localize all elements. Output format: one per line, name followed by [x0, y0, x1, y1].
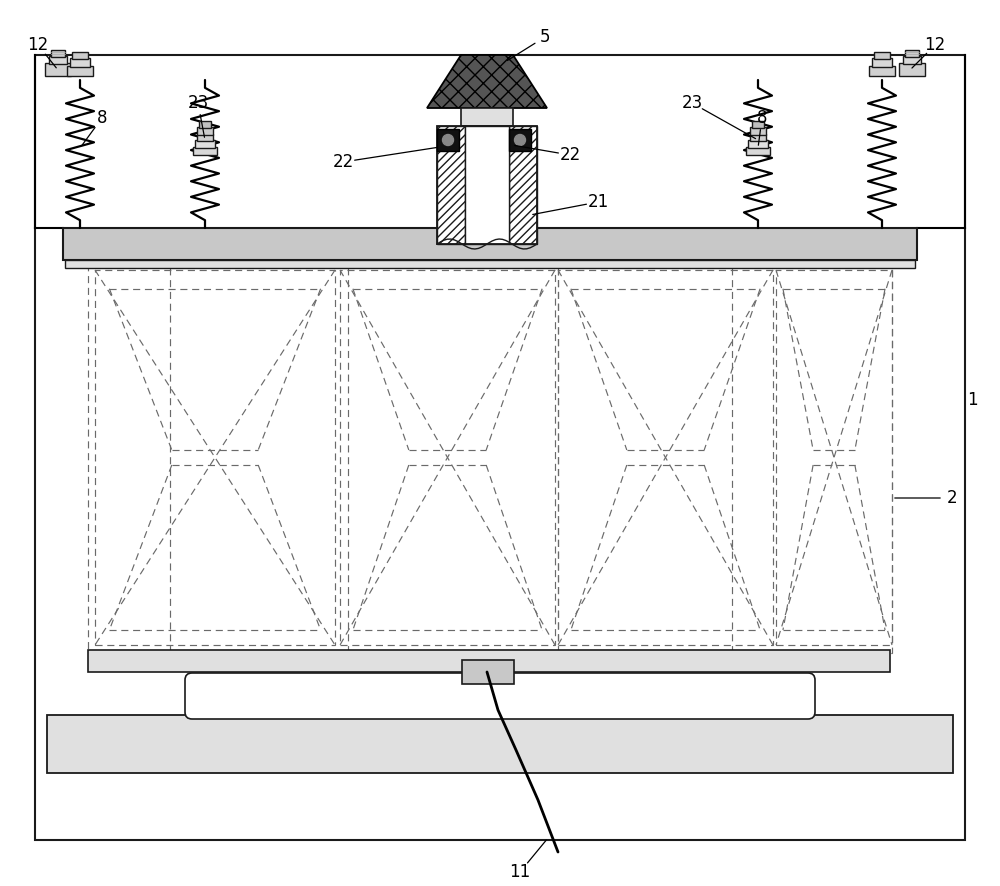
Text: 21: 21 — [587, 193, 609, 211]
Bar — [47, 715, 953, 773]
Bar — [509, 126, 537, 244]
Bar — [748, 140, 768, 148]
Bar — [509, 129, 531, 151]
Bar — [752, 121, 764, 128]
Text: 1: 1 — [967, 391, 977, 409]
FancyBboxPatch shape — [185, 673, 815, 719]
Bar — [462, 660, 514, 684]
Bar — [746, 147, 770, 155]
Bar — [195, 140, 215, 148]
Bar — [750, 127, 766, 135]
Bar — [437, 126, 537, 244]
Bar — [35, 55, 965, 840]
Text: 12: 12 — [924, 36, 946, 54]
Polygon shape — [427, 55, 547, 108]
Bar — [65, 260, 915, 268]
Bar — [465, 126, 509, 244]
Bar — [63, 228, 917, 260]
Text: 8: 8 — [757, 109, 767, 127]
Bar — [72, 52, 88, 59]
Bar — [437, 129, 459, 151]
Bar — [899, 63, 925, 76]
Bar — [70, 58, 90, 67]
Bar — [45, 63, 71, 76]
Bar — [869, 66, 895, 76]
Text: 23: 23 — [187, 94, 209, 112]
Bar — [437, 126, 465, 244]
Bar — [197, 134, 213, 141]
Bar — [905, 50, 919, 57]
Text: 12: 12 — [27, 36, 49, 54]
Bar — [199, 121, 211, 128]
Bar — [874, 52, 890, 59]
Text: 23: 23 — [681, 94, 703, 112]
Bar — [340, 270, 555, 645]
Text: 22: 22 — [332, 153, 354, 171]
Bar — [197, 127, 213, 135]
Bar — [750, 134, 766, 141]
Text: 8: 8 — [97, 109, 107, 127]
Bar — [558, 270, 773, 645]
Text: 2: 2 — [947, 489, 957, 507]
Bar — [193, 147, 217, 155]
Text: 22: 22 — [559, 146, 581, 164]
Circle shape — [442, 135, 454, 145]
Text: 5: 5 — [540, 28, 550, 46]
Bar — [51, 50, 65, 57]
Bar — [95, 270, 335, 645]
Bar — [49, 56, 67, 64]
Bar — [88, 253, 892, 653]
Circle shape — [514, 135, 526, 145]
Bar — [67, 66, 93, 76]
Text: 11: 11 — [509, 863, 531, 881]
Bar — [872, 58, 892, 67]
Bar — [88, 650, 890, 672]
Bar — [776, 270, 892, 645]
Bar — [461, 108, 513, 126]
Bar — [903, 56, 921, 64]
